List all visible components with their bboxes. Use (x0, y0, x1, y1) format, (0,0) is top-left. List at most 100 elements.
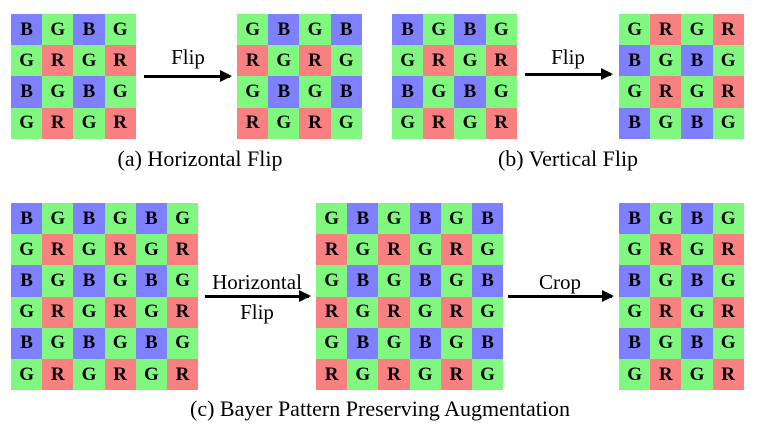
bayer-cell-g: G (650, 45, 682, 77)
bayer-cell-r: R (440, 296, 472, 328)
bayer-cell-g: G (378, 327, 410, 359)
bayer-cell-g: G (330, 45, 362, 77)
bayer-cell-r: R (650, 234, 682, 266)
bayer-cell-b: B (619, 265, 651, 297)
bayer-cell-g: G (135, 296, 167, 328)
bayer-cell-g: G (316, 265, 348, 297)
bayer-cell-g: G (104, 76, 136, 108)
bayer-cell-g: G (619, 76, 651, 108)
panel-c-flip-label-line1: Horizontal (212, 270, 302, 294)
bayer-cell-g: G (166, 327, 199, 359)
bayer-cell-b: B (347, 203, 379, 235)
bayer-cell-g: G (104, 265, 136, 297)
bayer-cell-b: B (73, 265, 105, 297)
bayer-cell-g: G (42, 327, 74, 359)
bayer-cell-g: G (73, 296, 105, 328)
bayer-cell-g: G (440, 203, 472, 235)
bayer-cell-g: G (330, 107, 362, 139)
bayer-cell-r: R (378, 234, 410, 266)
bayer-cell-g: G (650, 265, 682, 297)
bayer-cell-g: G (73, 234, 105, 266)
bayer-cell-r: R (42, 107, 74, 139)
bayer-cell-g: G (268, 107, 300, 139)
bayer-cell-r: R (650, 296, 682, 328)
bayer-cell-r: R (712, 296, 744, 328)
bayer-cell-g: G (681, 76, 713, 108)
bayer-cell-r: R (440, 358, 472, 391)
bayer-cell-r: R (650, 358, 682, 391)
bayer-cell-r: R (316, 234, 348, 266)
bayer-cell-g: G (712, 327, 744, 359)
bayer-cell-g: G (42, 76, 74, 108)
bayer-cell-g: G (409, 234, 441, 266)
bayer-cell-g: G (440, 265, 472, 297)
bayer-cell-g: G (104, 203, 136, 235)
bayer-cell-g: G (619, 234, 651, 266)
bayer-cell-b: B (135, 265, 167, 297)
panel-c-crop-label: Crop (539, 270, 581, 294)
bayer-cell-r: R (42, 234, 74, 266)
bayer-cell-g: G (166, 203, 199, 235)
panel-a-arrow-label: Flip (171, 45, 205, 69)
bayer-cell-b: B (392, 76, 424, 108)
bayer-cell-b: B (392, 14, 424, 46)
bayer-cell-g: G (42, 14, 74, 46)
bayer-cell-g: G (471, 234, 504, 266)
bayer-cell-r: R (299, 45, 331, 77)
bayer-cell-r: R (299, 107, 331, 139)
bayer-cell-b: B (619, 203, 651, 235)
bayer-cell-g: G (237, 14, 269, 46)
bayer-cell-b: B (330, 14, 362, 46)
bayer-cell-b: B (409, 327, 441, 359)
bayer-cell-g: G (619, 296, 651, 328)
bayer-cell-b: B (73, 203, 105, 235)
bayer-cell-r: R (316, 296, 348, 328)
bayer-cell-b: B (681, 265, 713, 297)
bayer-cell-g: G (73, 358, 105, 391)
bayer-cell-g: G (299, 14, 331, 46)
bayer-cell-g: G (681, 234, 713, 266)
bayer-cell-g: G (619, 14, 651, 46)
bayer-cell-g: G (347, 296, 379, 328)
bayer-cell-r: R (104, 234, 136, 266)
bayer-cell-g: G (650, 327, 682, 359)
bayer-cell-b: B (681, 327, 713, 359)
bayer-cell-g: G (347, 358, 379, 391)
bayer-cell-r: R (42, 296, 74, 328)
bayer-cell-r: R (378, 296, 410, 328)
bayer-cell-g: G (681, 358, 713, 391)
bayer-cell-b: B (347, 265, 379, 297)
panel-c-caption: (c) Bayer Pattern Preserving Augmentatio… (189, 396, 571, 421)
bayer-cell-g: G (681, 14, 713, 46)
bayer-cell-g: G (378, 203, 410, 235)
bayer-cell-r: R (237, 107, 269, 139)
bayer-cell-g: G (11, 107, 43, 139)
bayer-cell-g: G (485, 14, 517, 46)
bayer-cell-r: R (104, 358, 136, 391)
panel-b-arrow-label: Flip (551, 45, 585, 69)
bayer-cell-r: R (650, 14, 682, 46)
bayer-cell-b: B (409, 265, 441, 297)
bayer-cell-g: G (73, 45, 105, 77)
bayer-cell-g: G (392, 107, 424, 139)
bayer-cell-g: G (471, 358, 504, 391)
bayer-cell-g: G (316, 203, 348, 235)
bayer-cell-g: G (681, 296, 713, 328)
bayer-cell-r: R (237, 45, 269, 77)
bayer-cell-g: G (712, 45, 744, 77)
bayer-cell-g: G (347, 234, 379, 266)
bayer-cell-b: B (471, 327, 504, 359)
panel-a-caption: (a) Horizontal Flip (117, 146, 283, 171)
bayer-cell-g: G (423, 14, 455, 46)
bayer-cell-g: G (11, 296, 43, 328)
bayer-cell-r: R (104, 45, 136, 77)
bayer-cell-g: G (73, 107, 105, 139)
bayer-cell-b: B (681, 45, 713, 77)
panel-c-flip-arrow (205, 290, 311, 302)
